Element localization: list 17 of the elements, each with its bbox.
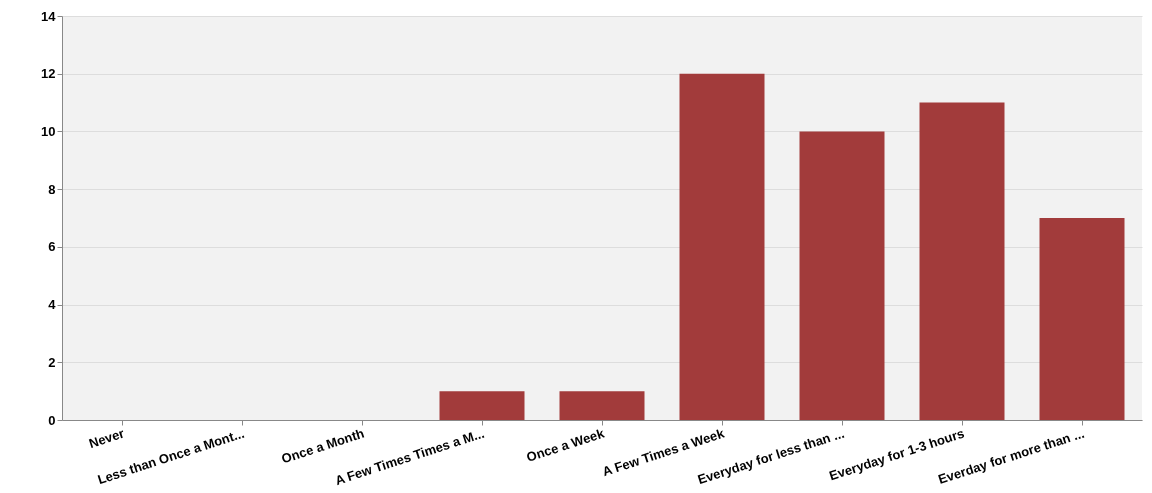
x-tick-label: Once a Month <box>279 425 367 467</box>
y-tick-label: 6 <box>48 239 56 255</box>
y-tick-label: 14 <box>41 8 57 24</box>
bar <box>439 391 525 420</box>
x-tick-label: Never <box>87 425 127 452</box>
y-tick-label: 2 <box>48 354 56 370</box>
bar <box>679 73 765 420</box>
y-tick-label: 12 <box>41 66 56 82</box>
bar <box>919 102 1005 420</box>
bar <box>1039 218 1125 420</box>
y-tick-label: 0 <box>48 412 56 428</box>
y-tick-label: 4 <box>48 297 57 313</box>
bar <box>799 131 885 420</box>
y-tick-label: 8 <box>48 181 56 197</box>
x-tick-label: Once a Week <box>524 425 607 465</box>
bar <box>559 391 645 420</box>
y-tick-label: 10 <box>41 123 56 139</box>
